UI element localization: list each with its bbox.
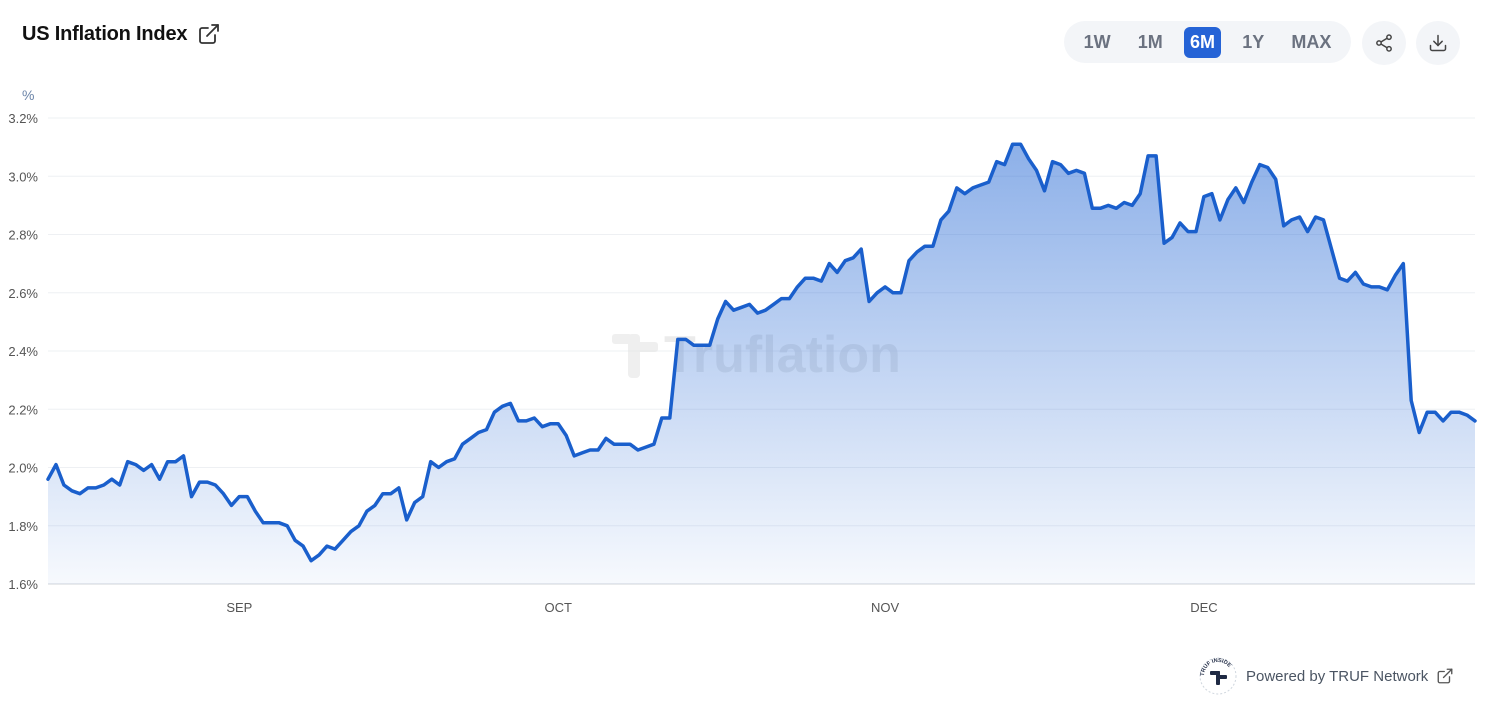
download-icon: [1429, 34, 1447, 52]
series-area: [48, 144, 1475, 584]
title-row: US Inflation Index: [22, 22, 221, 46]
time-range-selector: 1W 1M 6M 1Y MAX: [1064, 21, 1351, 63]
external-link-icon[interactable]: [1436, 667, 1454, 685]
y-axis-unit: %: [22, 87, 35, 103]
y-axis-ticks: 3.2% 3.0% 2.8% 2.6% 2.4% 2.2% 2.0% 1.8% 1.6%: [8, 111, 38, 592]
x-axis-ticks: SEPOCTNOVDECJANFEB: [226, 600, 1217, 615]
truf-inside-badge-icon: TRUF INSIDE: [1199, 657, 1237, 695]
download-button[interactable]: [1416, 21, 1460, 65]
range-1m-button[interactable]: 1M: [1137, 31, 1163, 52]
range-1w-button[interactable]: 1W: [1083, 31, 1111, 52]
range-6m-button[interactable]: 6M: [1183, 26, 1221, 58]
external-link-icon[interactable]: [197, 22, 221, 46]
share-button[interactable]: [1362, 21, 1406, 65]
share-icon: [1376, 34, 1392, 52]
powered-by-footer: TRUF INSIDE Powered by TRUF Network: [1198, 656, 1454, 696]
y-tick-label: 3.2%: [8, 111, 38, 126]
series-line: [46, 142, 1477, 563]
y-tick-label: 2.8%: [8, 228, 38, 243]
powered-by-link[interactable]: Powered by TRUF Network: [1246, 667, 1429, 685]
truflation-logo-icon: [612, 334, 658, 378]
x-tick-label: NOV: [871, 600, 900, 615]
y-tick-label: 1.6%: [8, 577, 38, 592]
range-max-button[interactable]: MAX: [1291, 31, 1332, 52]
page-title: US Inflation Index: [22, 22, 188, 45]
inflation-chart: 3.2%3.0%2.8%2.6%2.4%2.2%2.0%1.8%1.6% Tru…: [8, 111, 1477, 615]
x-tick-label: DEC: [1190, 600, 1217, 615]
y-tick-label: 2.6%: [8, 286, 38, 301]
y-tick-label: 2.2%: [8, 402, 38, 417]
range-1y-button[interactable]: 1Y: [1242, 31, 1265, 52]
y-tick-label: 2.4%: [8, 344, 38, 359]
y-tick-label: 3.0%: [8, 169, 38, 184]
x-tick-label: SEP: [226, 600, 252, 615]
y-tick-label: 2.0%: [8, 461, 38, 476]
y-tick-label: 1.8%: [8, 519, 38, 534]
x-tick-label: OCT: [544, 600, 572, 615]
